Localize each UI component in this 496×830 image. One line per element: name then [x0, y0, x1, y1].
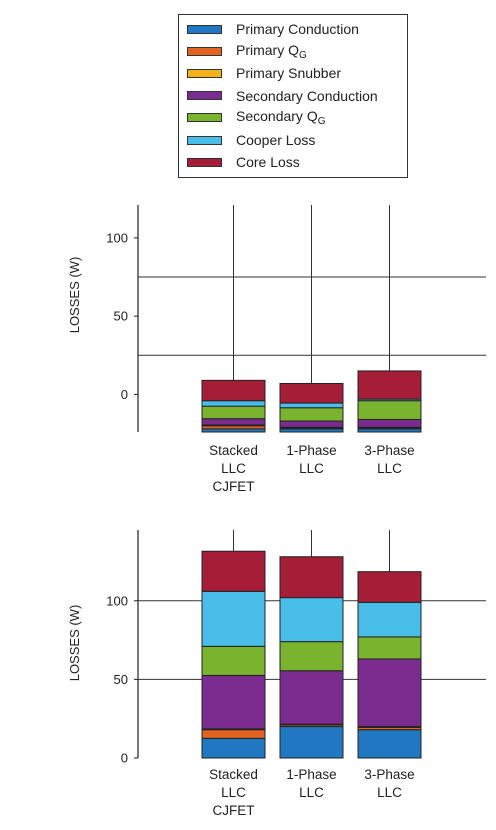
bar-segment: [279, 726, 344, 759]
bar-segment: [279, 556, 344, 599]
x-category-label: Stacked: [209, 767, 258, 782]
y-tick-label: 50: [114, 309, 128, 324]
legend-item: Primary Conduction: [179, 19, 359, 39]
bar-segment: [279, 670, 344, 725]
bar-segment: [201, 674, 266, 730]
y-tick-label: 0: [121, 751, 128, 766]
x-category-label: LLC: [221, 785, 246, 800]
y-tick-label: 100: [106, 230, 128, 245]
bar-segment: [279, 597, 344, 643]
legend-swatch: [187, 91, 222, 101]
x-category-label: 1-Phase: [286, 767, 336, 782]
y-axis-label: LOSSES (W): [67, 257, 82, 334]
legend-item: Primary Snubber: [179, 63, 341, 83]
bar-segment: [201, 550, 266, 592]
bar-segment: [279, 641, 344, 672]
bar-segment: [357, 729, 422, 759]
bar-segment: [201, 590, 266, 647]
bar-segment: [201, 737, 266, 759]
chart-legend: Primary Conduction Primary QG Primary Snub…: [178, 14, 408, 178]
x-category-label: CJFET: [213, 479, 255, 494]
legend-swatch: [187, 46, 222, 56]
legend-item: Core Loss: [179, 152, 300, 172]
legend-swatch: [187, 157, 222, 167]
x-category-label: LLC: [377, 461, 402, 476]
legend-label: Cooper Loss: [236, 132, 316, 148]
legend-swatch: [187, 113, 222, 123]
y-axis-label: LOSSES (W): [67, 605, 82, 682]
bar-segment: [357, 601, 422, 638]
x-category-label: LLC: [299, 785, 324, 800]
x-category-label: LLC: [221, 461, 246, 476]
legend-item: Cooper Loss: [179, 130, 315, 150]
x-category-label: CJFET: [213, 803, 255, 818]
x-category-label: LLC: [377, 785, 402, 800]
legend-label: Primary Snubber: [236, 65, 342, 82]
legend-label: Primary QG: [236, 41, 307, 61]
legend-label: Secondary Conduction: [236, 87, 378, 104]
x-category-label: LLC: [299, 461, 324, 476]
legend-swatch: [187, 68, 222, 78]
legend-label: Secondary QG: [236, 108, 326, 128]
bar-segment: [201, 645, 266, 676]
legend-item: Secondary Conduction: [179, 86, 378, 106]
y-tick-label: 0: [121, 387, 128, 402]
legend-swatch: [187, 24, 222, 34]
bar-segment: [357, 658, 422, 728]
bar-segment: [201, 379, 266, 402]
legend-item: Secondary QG: [179, 108, 326, 128]
x-category-label: Stacked: [209, 443, 258, 458]
x-category-label: 3-Phase: [364, 767, 414, 782]
x-category-label: 1-Phase: [286, 443, 336, 458]
legend-item: Primary QG: [179, 41, 307, 61]
legend-swatch: [187, 135, 222, 145]
legend-label: Primary Conduction: [236, 21, 359, 37]
y-tick-label: 50: [114, 672, 128, 687]
bar-segment: [279, 382, 344, 404]
bar-segment: [357, 571, 422, 603]
bar-segment: [201, 729, 266, 739]
x-category-label: 3-Phase: [364, 443, 414, 458]
y-tick-label: 100: [106, 593, 128, 608]
bar-segment: [357, 636, 422, 660]
bar-segment: [357, 370, 422, 400]
legend-label: Core Loss: [236, 154, 300, 171]
